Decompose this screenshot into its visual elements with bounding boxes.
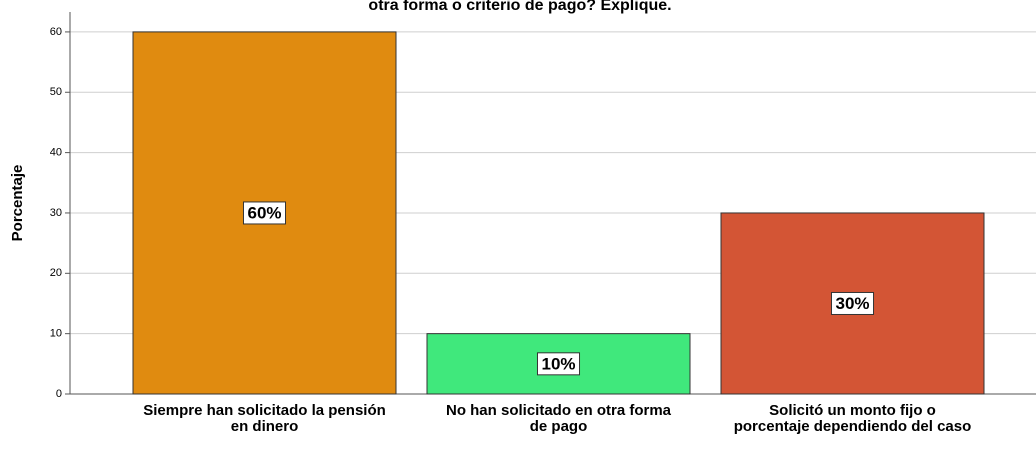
value-label: 60% bbox=[247, 203, 281, 222]
y-tick-label: 0 bbox=[56, 388, 62, 400]
y-axis-label: Porcentaje bbox=[9, 165, 26, 242]
chart-title: otra forma o criterio de pago? Explique. bbox=[368, 0, 671, 14]
y-tick-label: 40 bbox=[50, 147, 62, 159]
value-label-box bbox=[536, 352, 581, 376]
y-tick-label: 50 bbox=[50, 86, 62, 98]
y-tick-label: 10 bbox=[50, 328, 62, 340]
y-tick-label: 60 bbox=[50, 26, 62, 38]
value-label: 10% bbox=[541, 354, 575, 373]
x-tick-label: Solicitó un monto fijo o porcentaje depen… bbox=[734, 402, 972, 435]
value-label: 30% bbox=[835, 294, 869, 313]
x-tick-label: Siempre han solicitado la pensión en dine… bbox=[143, 402, 386, 435]
y-tick-label: 20 bbox=[50, 267, 62, 279]
x-tick-label: No han solicitado en otra forma de pago bbox=[446, 402, 672, 435]
value-label-box bbox=[242, 201, 287, 225]
value-label-box bbox=[830, 291, 875, 315]
y-tick-label: 30 bbox=[50, 207, 62, 219]
